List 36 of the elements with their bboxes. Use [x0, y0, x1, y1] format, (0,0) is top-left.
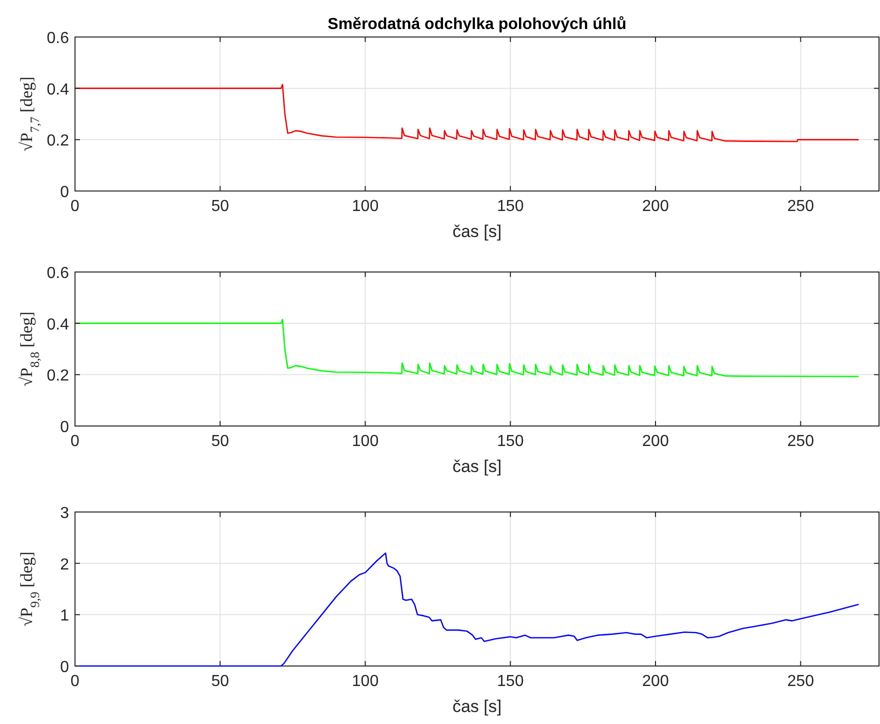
- x-tick-label: 250: [787, 198, 814, 215]
- x-tick-label: 50: [211, 433, 230, 450]
- y-tick-label: 0.4: [46, 81, 70, 98]
- x-tick-label: 150: [497, 433, 524, 450]
- x-tick-label: 0: [70, 198, 80, 215]
- chart-title: Směrodatná odchylka polohových úhlů: [328, 16, 626, 33]
- x-tick-label: 100: [352, 198, 379, 215]
- y-tick-label: 0.6: [46, 265, 70, 282]
- x-axis-title: čas [s]: [452, 222, 502, 241]
- y-tick-label: 2: [60, 556, 70, 574]
- y-tick-label: 3: [60, 505, 70, 522]
- line-series: [75, 318, 860, 378]
- x-tick-label: 50: [211, 198, 230, 215]
- x-tick-label: 150: [497, 198, 524, 215]
- x-tick-label: 100: [352, 673, 379, 690]
- x-tick-label: 200: [642, 198, 669, 215]
- x-tick-label: 250: [787, 673, 814, 690]
- x-tick-label: 150: [497, 673, 524, 690]
- x-tick-label: 50: [211, 673, 230, 690]
- y-tick-label: 0: [60, 659, 70, 676]
- x-tick-label: 200: [642, 433, 669, 450]
- y-tick-label: 0.2: [46, 132, 70, 150]
- y-tick-label: 0.6: [46, 30, 70, 47]
- x-tick-label: 0: [70, 433, 80, 450]
- x-axis-title: čas [s]: [452, 457, 502, 476]
- y-tick-label: 0.4: [46, 316, 70, 334]
- x-axis-title: čas [s]: [452, 697, 502, 716]
- line-series: [75, 84, 860, 142]
- y-tick-label: 1: [60, 608, 70, 625]
- x-tick-label: 200: [642, 673, 669, 690]
- y-tick-label: 0: [60, 184, 70, 201]
- y-tick-label: 0.2: [46, 368, 70, 385]
- x-tick-label: 100: [352, 433, 379, 450]
- x-tick-label: 250: [787, 433, 814, 450]
- y-tick-label: 0: [60, 419, 70, 436]
- x-tick-label: 0: [70, 673, 80, 690]
